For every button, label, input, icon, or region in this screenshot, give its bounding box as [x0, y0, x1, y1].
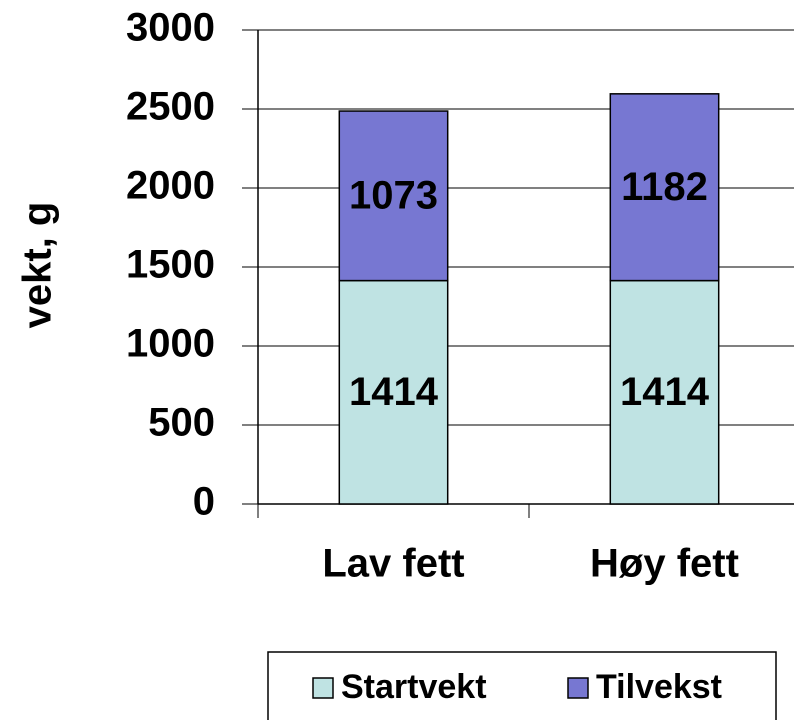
y-tick-label: 2500 [126, 85, 215, 129]
y-tick-label: 500 [148, 401, 215, 445]
value-label: 1414 [620, 370, 710, 414]
x-tick-label: Høy fett [590, 542, 739, 586]
bar-segment [609, 93, 720, 282]
bar-segment [609, 279, 720, 505]
legend-box [267, 651, 777, 720]
y-axis-label: vekt, g [16, 202, 60, 329]
x-tick-label: Lav fett [322, 542, 464, 586]
y-tick-label: 3000 [126, 6, 215, 50]
legend-swatch [312, 677, 334, 699]
legend-label: Startvekt [341, 668, 487, 706]
y-tick-label: 2000 [126, 164, 215, 208]
value-label: 1073 [349, 173, 438, 217]
y-tick-label: 1500 [126, 243, 215, 287]
bar-segment [338, 110, 449, 282]
bar-segment [338, 279, 449, 505]
value-label: 1182 [621, 165, 708, 209]
legend-swatch [567, 677, 589, 699]
y-tick-label: 1000 [126, 322, 215, 366]
y-tick-label: 0 [193, 480, 215, 524]
legend-label: Tilvekst [596, 668, 722, 706]
value-label: 1414 [349, 370, 439, 414]
